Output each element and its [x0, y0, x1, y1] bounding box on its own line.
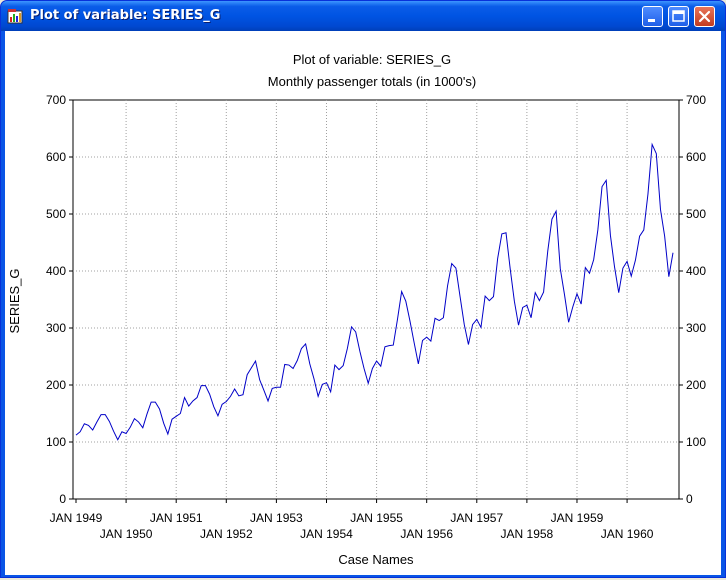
left-y-axis: 0 100 200 300 400 500 600 700: [46, 93, 66, 506]
x-tick-label: JAN 1956: [400, 527, 453, 541]
x-tick-label: JAN 1959: [551, 511, 604, 525]
right-y-axis: 0 100 200 300 400 500 600 700: [686, 93, 706, 506]
y-tick-label: 400: [46, 264, 66, 278]
x-axis: JAN 1949 JAN 1951 JAN 1953 JAN 1955 JAN 1957…: [50, 511, 654, 541]
y-tick-label-right: 600: [686, 150, 706, 164]
y-tick-label: 200: [46, 378, 66, 392]
chart-area: Plot of variable: SERIES_G Monthly passe…: [5, 31, 721, 575]
line-chart: Plot of variable: SERIES_G Monthly passe…: [7, 52, 706, 567]
y-tick-label: 100: [46, 435, 66, 449]
chart-title: Plot of variable: SERIES_G: [293, 52, 451, 67]
close-button[interactable]: [694, 6, 715, 27]
y-tick-label: 500: [46, 207, 66, 221]
y-tick-label-right: 400: [686, 264, 706, 278]
series-line: [75, 142, 674, 441]
x-tick-label: JAN 1953: [250, 511, 303, 525]
maximize-icon: [672, 10, 685, 22]
x-tick-label: JAN 1949: [50, 511, 103, 525]
gridlines: [73, 100, 679, 499]
y-tick-label: 0: [59, 492, 66, 506]
y-tick-label: 600: [46, 150, 66, 164]
y-tick-label: 700: [46, 93, 66, 107]
chart-subtitle: Monthly passenger totals (in 1000's): [268, 74, 476, 89]
x-tick-label: JAN 1952: [200, 527, 253, 541]
window-title: Plot of variable: SERIES_G: [30, 8, 221, 23]
x-tick-label: JAN 1960: [601, 527, 654, 541]
minimize-button[interactable]: [642, 6, 663, 27]
close-icon: [698, 10, 711, 23]
maximize-button[interactable]: [668, 6, 689, 27]
minimize-icon: [648, 19, 655, 22]
title-bar[interactable]: Plot of variable: SERIES_G: [1, 1, 725, 31]
x-tick-label: JAN 1955: [350, 511, 403, 525]
y-tick-label-right: 300: [686, 321, 706, 335]
y-tick-label-right: 700: [686, 93, 706, 107]
axis-ticks: [69, 99, 683, 503]
y-tick-label-right: 200: [686, 378, 706, 392]
x-tick-label: JAN 1958: [501, 527, 554, 541]
x-axis-label: Case Names: [338, 552, 414, 567]
plot-area: [72, 99, 680, 500]
chart-app-icon[interactable]: [7, 8, 23, 24]
y-tick-label-right: 0: [686, 492, 693, 506]
y-axis-label: SERIES_G: [7, 268, 22, 333]
x-tick-label: JAN 1957: [450, 511, 503, 525]
y-tick-label-right: 500: [686, 207, 706, 221]
y-tick-label-right: 100: [686, 435, 706, 449]
y-tick-label: 300: [46, 321, 66, 335]
x-tick-label: JAN 1954: [300, 527, 353, 541]
x-tick-label: JAN 1951: [150, 511, 203, 525]
x-tick-label: JAN 1950: [100, 527, 153, 541]
